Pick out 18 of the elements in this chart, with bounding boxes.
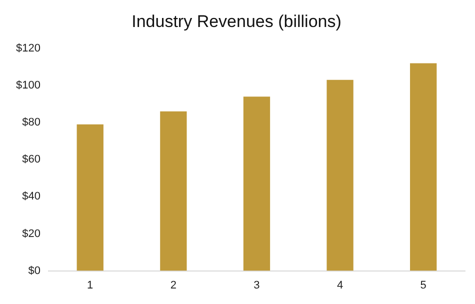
bar — [160, 111, 187, 271]
y-tick-label: $120 — [16, 42, 40, 54]
x-tick-label: 4 — [336, 279, 344, 292]
chart-title: Industry Revenues (billions) — [132, 12, 342, 31]
x-tick-label: 3 — [254, 279, 260, 292]
y-tick-label: $100 — [16, 80, 40, 92]
x-tick-label: 1 — [87, 279, 94, 292]
y-tick-label: $40 — [22, 190, 40, 203]
x-tick-label: 5 — [420, 279, 426, 292]
y-tick-label: $80 — [22, 116, 40, 129]
x-tick-label: 2 — [170, 279, 176, 292]
bar — [243, 96, 270, 271]
y-tick-label: $20 — [22, 228, 40, 240]
bar — [76, 124, 104, 271]
y-tick-label: $60 — [22, 154, 40, 166]
bar — [410, 63, 437, 271]
y-tick-label: $0 — [28, 264, 40, 277]
bar — [326, 80, 354, 271]
